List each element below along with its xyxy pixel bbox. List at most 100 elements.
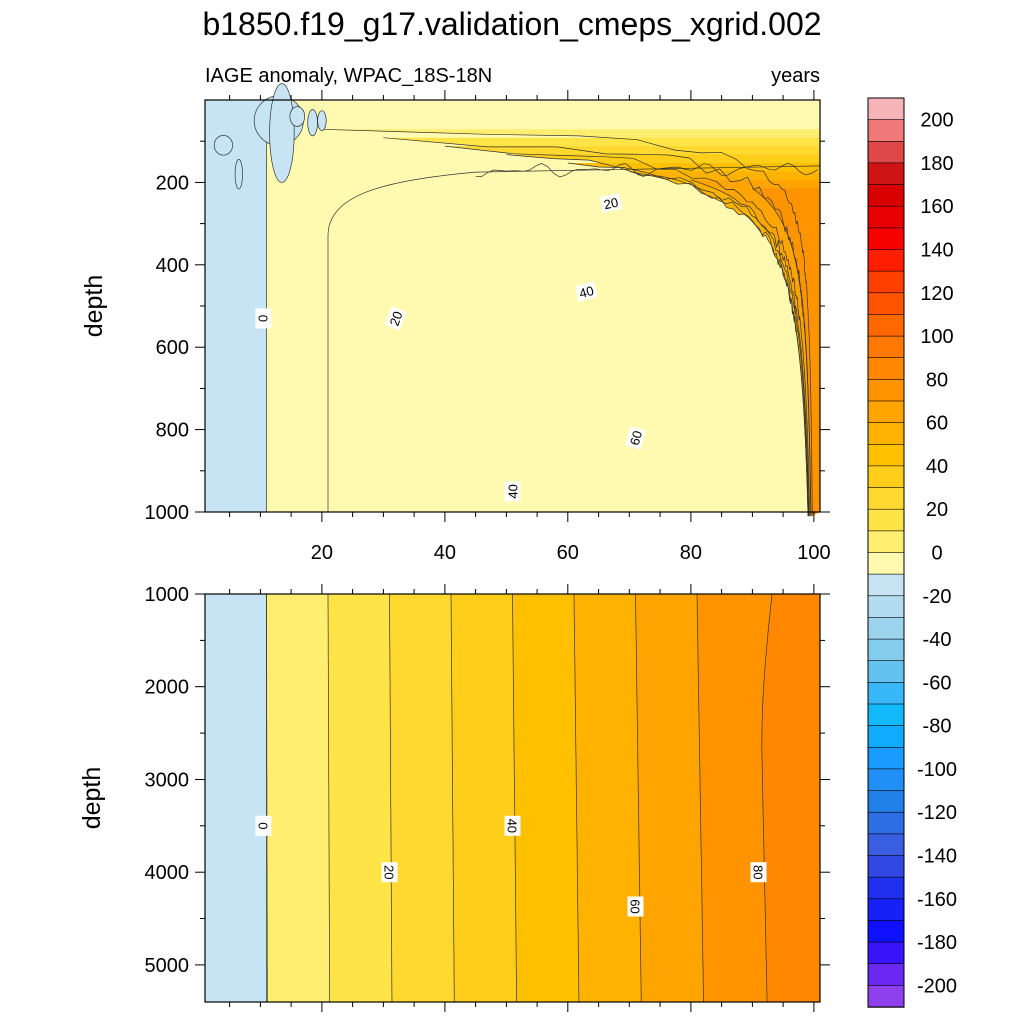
colorbar-label: -180 — [917, 932, 957, 954]
contour-line — [690, 179, 810, 517]
colorbar-label: -40 — [923, 629, 952, 651]
colorbar-label: 0 — [931, 543, 942, 565]
colorbar-swatch — [867, 443, 905, 467]
contour-label: 0 — [255, 815, 272, 836]
contour-line — [512, 593, 517, 1003]
x-tick-label: 40 — [434, 542, 456, 564]
contour-label: 80 — [750, 862, 767, 883]
negative-band-fill — [205, 100, 267, 512]
x-tick-label: 20 — [311, 542, 333, 564]
colorbar-swatch — [867, 768, 905, 792]
svg-text:80: 80 — [751, 865, 766, 879]
x-tick-label: 80 — [680, 542, 702, 564]
colorbar-swatch — [867, 119, 905, 142]
svg-text:0: 0 — [255, 315, 270, 322]
colorbar-label: 60 — [926, 413, 948, 435]
contour-label: 40 — [504, 481, 521, 502]
colorbar-swatch — [867, 638, 905, 662]
contour-line — [327, 165, 821, 512]
contour-label: 20 — [384, 306, 407, 331]
colorbar-swatch — [867, 205, 905, 229]
colorbar-swatch — [867, 487, 905, 510]
y-tick-label: 800 — [156, 420, 189, 442]
colorbar-swatch — [867, 97, 905, 121]
y-tick-label: 1000 — [145, 584, 190, 606]
colorbar-swatch — [867, 357, 905, 381]
contour-line — [752, 188, 812, 517]
colorbar-swatch — [867, 725, 905, 748]
svg-text:20: 20 — [382, 865, 397, 879]
colorbar-swatch — [867, 617, 905, 640]
colorbar-swatch — [867, 141, 905, 164]
colorbar-swatch — [867, 314, 905, 337]
colorbar-label: -20 — [923, 586, 952, 608]
colorbar-swatch — [867, 162, 905, 186]
contour-blob — [289, 106, 306, 127]
y-tick-label: 4000 — [145, 862, 190, 884]
contour-line — [450, 593, 455, 1003]
colorbar-swatch — [867, 833, 905, 857]
y-tick-label: 5000 — [145, 955, 190, 977]
colorbar-label: 120 — [920, 283, 953, 305]
lower-panel-frame — [204, 593, 821, 1003]
svg-text:40: 40 — [505, 819, 520, 833]
colorbar-swatch — [867, 746, 905, 770]
colorbar-swatch — [867, 530, 905, 554]
colorbar-swatch — [867, 703, 905, 727]
colorbar-swatch — [867, 400, 905, 424]
contour-blob — [213, 135, 233, 156]
colorbar-label: 200 — [920, 110, 953, 132]
band-fill — [761, 594, 820, 1002]
colorbar-swatch — [867, 508, 905, 532]
contour-label: 20 — [599, 193, 623, 213]
contour-blob — [234, 159, 243, 190]
contour-line — [444, 145, 810, 517]
left-subtitle: IAGE anomaly, WPAC_18S-18N — [205, 65, 492, 87]
svg-text:60: 60 — [628, 899, 643, 913]
contour-label: 40 — [504, 815, 521, 836]
colorbar-label: -80 — [923, 716, 952, 738]
colorbar-label: 140 — [920, 240, 953, 262]
y-tick-label: 600 — [156, 337, 189, 359]
band-fill — [690, 179, 820, 517]
svg-text:0: 0 — [255, 822, 270, 829]
colorbar-label: -120 — [917, 802, 957, 824]
colorbar-swatch — [867, 963, 905, 987]
contour-label: 60 — [625, 426, 646, 450]
colorbar-swatch — [867, 876, 905, 900]
y-tick-label: 2000 — [145, 677, 190, 699]
colorbar: 200180160140120100806040200-20-40-60-80-… — [867, 97, 957, 1008]
negative-band-fill — [205, 594, 267, 1002]
contour-line — [635, 593, 642, 1003]
contour-line — [573, 593, 580, 1003]
colorbar-swatch — [867, 422, 905, 445]
colorbar-label: 80 — [926, 369, 948, 391]
contour-label: 0 — [255, 308, 272, 329]
svg-text:20: 20 — [602, 195, 619, 213]
colorbar-swatch — [867, 790, 905, 813]
colorbar-swatch — [867, 855, 905, 878]
colorbar-swatch — [867, 920, 905, 943]
colorbar-label: 100 — [920, 326, 953, 348]
colorbar-swatch — [867, 270, 905, 294]
y-tick-label: 3000 — [145, 770, 190, 792]
colorbar-label: 40 — [926, 456, 948, 478]
colorbar-swatch — [867, 249, 905, 272]
colorbar-frame — [867, 97, 905, 1008]
colorbar-swatch — [867, 595, 905, 619]
contour-label: 40 — [574, 281, 599, 302]
colorbar-label: -200 — [917, 975, 957, 997]
colorbar-label: 20 — [926, 499, 948, 521]
contour-blob — [269, 83, 295, 183]
colorbar-swatch — [867, 335, 905, 359]
contour-line — [475, 162, 818, 178]
band-fill — [752, 188, 820, 517]
upper-panel: 200 400 600 800 1000 0 20 40 60 20 40 — [145, 83, 830, 524]
colorbar-swatch — [867, 552, 905, 575]
contour-line — [629, 171, 809, 517]
svg-text:40: 40 — [578, 283, 596, 301]
colorbar-swatch — [867, 660, 905, 684]
colorbar-swatch — [867, 379, 905, 402]
contour-line — [321, 128, 813, 517]
